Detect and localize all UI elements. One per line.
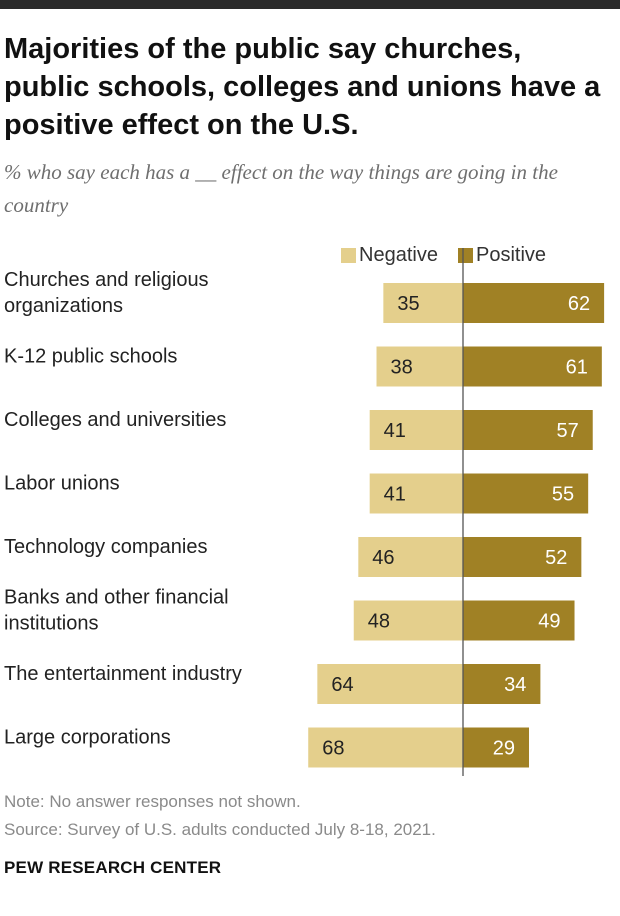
chart-title: Majorities of the public say churches, p…	[4, 33, 601, 141]
value-label-positive: 55	[552, 484, 574, 506]
value-label-positive: 61	[566, 357, 588, 379]
bar-negative	[369, 410, 463, 450]
legend-positive: Positive	[458, 240, 546, 270]
bar-negative	[308, 727, 463, 768]
source: Source: Survey of U.S. adults conducted …	[4, 820, 436, 839]
bar-negative	[358, 537, 463, 577]
value-label-positive: 29	[493, 738, 515, 760]
category-label: Banks and other financial	[4, 587, 229, 609]
legend-negative-swatch	[341, 247, 356, 263]
value-label-negative: 68	[322, 738, 344, 760]
chart-subtitle: % who say each has a __ effect on the wa…	[4, 160, 558, 217]
bar-negative	[353, 600, 463, 641]
note: Note: No answer responses not shown.	[4, 792, 301, 811]
category-label: The entertainment industry	[4, 663, 242, 685]
category-label: Churches and religious	[4, 269, 209, 291]
value-label-negative: 38	[391, 357, 413, 379]
category-label: institutions	[4, 613, 99, 635]
bar-positive	[463, 600, 575, 641]
value-label-negative: 48	[368, 611, 390, 633]
legend-negative-label: Negative	[359, 243, 438, 266]
value-label-negative: 64	[331, 674, 353, 696]
value-label-positive: 49	[538, 611, 560, 633]
value-label-positive: 52	[545, 547, 567, 569]
bar-negative	[369, 473, 463, 514]
value-label-positive: 57	[556, 420, 578, 442]
category-label: Colleges and universities	[4, 409, 226, 431]
value-label-negative: 41	[384, 484, 406, 506]
bar-negative	[376, 346, 463, 387]
category-label: Labor unions	[4, 473, 120, 495]
value-label-positive: 62	[568, 293, 590, 315]
bar-positive	[463, 537, 582, 577]
diverging-bar-chart: 35 62 Churches and religious organizations 3…	[4, 248, 605, 776]
bar-positive	[463, 283, 605, 323]
bar-negative	[317, 664, 463, 704]
value-label-negative: 35	[397, 293, 419, 315]
bar-positive	[463, 664, 541, 704]
bar-negative	[383, 283, 463, 323]
bar-positive	[463, 727, 530, 768]
value-label-positive: 34	[504, 674, 526, 696]
category-label: Large corporations	[4, 727, 171, 749]
top-rule	[0, 0, 620, 9]
legend-negative: Negative	[341, 240, 438, 270]
category-label: organizations	[4, 295, 123, 317]
brand-name: PEW RESEARCH CENTER	[4, 858, 222, 877]
value-label-negative: 41	[384, 420, 406, 442]
category-label: Technology companies	[4, 536, 207, 558]
value-label-negative: 46	[372, 547, 394, 569]
legend-positive-label: Positive	[476, 243, 547, 266]
bar-positive	[463, 473, 589, 514]
bar-positive	[463, 346, 602, 387]
bar-positive	[463, 410, 593, 450]
category-label: K-12 public schools	[4, 346, 177, 368]
legend-positive-swatch	[458, 247, 473, 263]
